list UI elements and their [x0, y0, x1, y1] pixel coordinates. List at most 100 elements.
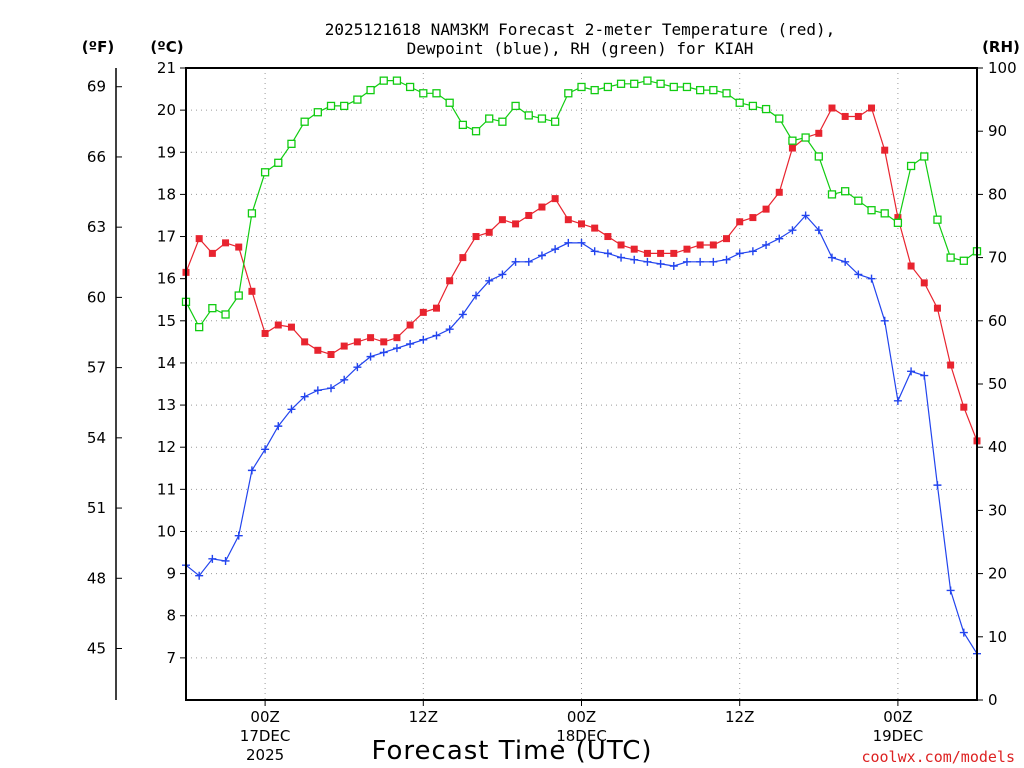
dewpoint-point — [458, 310, 467, 319]
dewpoint-point — [247, 466, 256, 475]
rh-point — [933, 215, 942, 224]
rh-point — [696, 85, 705, 95]
temperature-point — [657, 249, 665, 257]
dewpoint-point — [933, 481, 942, 490]
temperature-point — [604, 233, 612, 241]
temperature-point — [723, 235, 731, 243]
dewpoint-point — [300, 392, 309, 401]
temperature-point — [775, 188, 783, 196]
rh-point — [524, 111, 533, 120]
dewpoint-point — [709, 257, 718, 266]
fahrenheit-tick-label: 63 — [87, 218, 106, 236]
temperature-point — [485, 228, 493, 236]
rh-point — [643, 76, 652, 85]
fahrenheit-unit-label: (ºF) — [82, 38, 114, 56]
dewpoint-point — [208, 554, 217, 563]
rh-point — [195, 322, 204, 332]
rh-point — [735, 98, 744, 107]
time-tick-label: 00Z — [883, 708, 912, 726]
celsius-tick-label: 20 — [157, 101, 176, 119]
rh-point — [656, 79, 665, 88]
dewpoint-point — [907, 367, 916, 376]
temperature-point — [472, 233, 480, 241]
dewpoint-line — [185, 214, 978, 655]
temperature-point — [459, 254, 467, 262]
rh-point — [669, 82, 678, 92]
rh-point — [630, 79, 639, 88]
rh-point — [340, 101, 349, 111]
rh-point — [775, 114, 784, 123]
dewpoint-point — [234, 531, 243, 540]
rh-point — [880, 209, 889, 218]
rh-point — [485, 114, 494, 123]
celsius-tick-label: 14 — [157, 354, 176, 372]
dewpoint-point — [498, 270, 507, 279]
fahrenheit-tick-label: 54 — [87, 429, 106, 447]
fahrenheit-tick-label: 57 — [87, 359, 106, 377]
temperature-point — [696, 241, 704, 249]
fahrenheit-tick-label: 66 — [87, 148, 106, 166]
fahrenheit-axis: 45 48 51 54 57 60 63 66 69 — [87, 78, 122, 658]
time-tick-year: 2025 — [246, 746, 284, 764]
dewpoint-point — [656, 259, 665, 268]
temperature-point — [736, 218, 744, 226]
gridlines — [186, 67, 977, 700]
rh-point — [616, 79, 626, 88]
fahrenheit-tick-label: 45 — [87, 640, 106, 658]
temperature-point — [617, 241, 625, 249]
celsius-tick-label: 11 — [157, 480, 176, 498]
celsius-tick-label: 12 — [157, 438, 176, 456]
temperature-point — [538, 203, 546, 211]
rh-point — [893, 218, 903, 227]
rh-point — [959, 256, 968, 265]
temperature-point — [287, 323, 295, 331]
celsius-tick-label: 21 — [157, 59, 176, 77]
dewpoint-point — [827, 253, 836, 262]
dewpoint-point — [867, 274, 876, 283]
time-tick-label: 12Z — [409, 708, 438, 726]
rh-point — [208, 304, 217, 313]
dewpoint-point — [643, 257, 652, 266]
rh-tick-label: 70 — [988, 249, 1007, 267]
dewpoint-point — [524, 257, 533, 266]
rh-point — [405, 82, 415, 92]
dewpoint-point — [682, 257, 691, 266]
dewpoint-point — [274, 422, 283, 431]
temperature-point — [340, 342, 348, 350]
dewpoint-point — [261, 445, 270, 454]
rh-point — [419, 89, 428, 98]
celsius-tick-label: 16 — [157, 270, 176, 288]
dewpoint-point — [669, 262, 678, 271]
time-tick-date: 17DEC — [240, 727, 291, 745]
temperature-point — [327, 351, 335, 359]
dewpoint-point — [735, 249, 744, 258]
fahrenheit-tick-label: 69 — [87, 78, 106, 96]
temperature-point — [683, 245, 691, 253]
rh-point — [445, 98, 454, 107]
temperature-point — [920, 279, 928, 287]
rh-point — [946, 253, 955, 262]
dewpoint-point — [630, 255, 639, 264]
temperature-point — [564, 216, 572, 224]
dewpoint-point — [801, 211, 810, 220]
rh-point — [906, 161, 916, 171]
temperature-point — [868, 104, 876, 112]
dewpoint-point — [353, 363, 362, 372]
rh-point — [274, 158, 283, 167]
temperature-point — [301, 338, 309, 346]
temperature-point — [907, 262, 915, 270]
time-tick-date: 19DEC — [873, 727, 924, 745]
dewpoint-point — [722, 255, 731, 264]
dewpoint-point — [959, 628, 968, 637]
dewpoint-point — [327, 384, 336, 393]
rh-unit-label: (RH) — [982, 38, 1020, 56]
dewpoint-point — [841, 257, 850, 266]
plot-frame — [185, 67, 978, 701]
rh-point — [854, 196, 863, 205]
temperature-point — [933, 304, 941, 312]
x-axis-title: Forecast Time (UTC) — [371, 736, 652, 766]
temperature-point — [393, 334, 401, 342]
rh-point — [590, 85, 599, 95]
